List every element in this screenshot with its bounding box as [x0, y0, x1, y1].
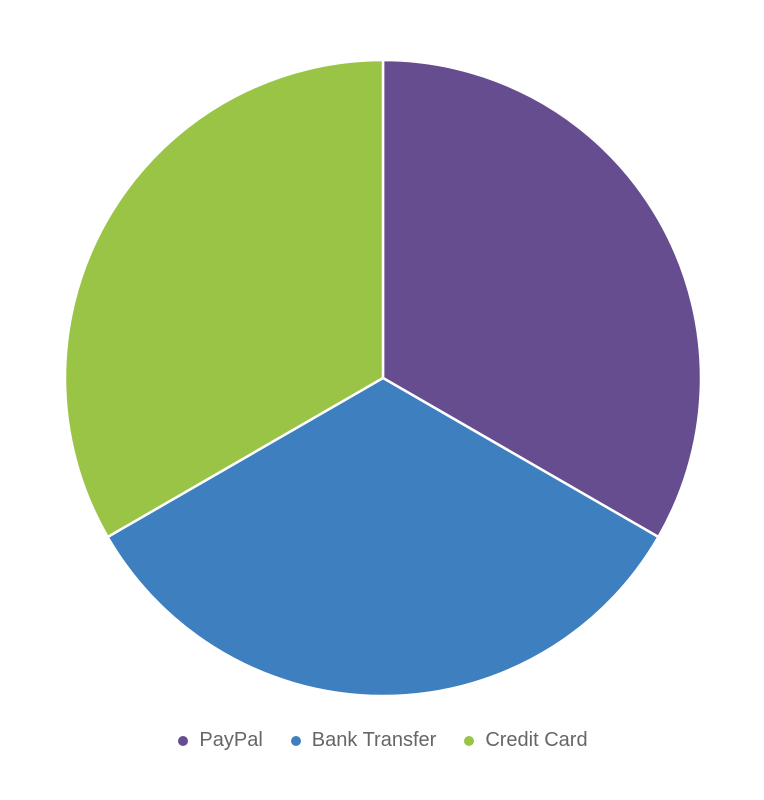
- pie-slice-paypal[interactable]: [381, 58, 703, 539]
- legend: PayPal Bank Transfer Credit Card: [0, 729, 764, 752]
- pie-chart: [63, 58, 703, 698]
- pie-slice-credit-card[interactable]: [63, 58, 385, 539]
- legend-dot-icon: [290, 735, 301, 746]
- legend-item-bank-transfer[interactable]: Bank Transfer: [290, 729, 437, 752]
- legend-label: Bank Transfer: [311, 729, 437, 751]
- legend-item-credit-card[interactable]: Credit Card: [464, 729, 588, 752]
- legend-label: PayPal: [199, 729, 263, 751]
- pie-slice-bank-transfer[interactable]: [105, 376, 661, 698]
- legend-label: Credit Card: [485, 729, 588, 751]
- legend-item-paypal[interactable]: PayPal: [178, 729, 263, 752]
- legend-dot-icon: [178, 735, 189, 746]
- legend-dot-icon: [464, 735, 475, 746]
